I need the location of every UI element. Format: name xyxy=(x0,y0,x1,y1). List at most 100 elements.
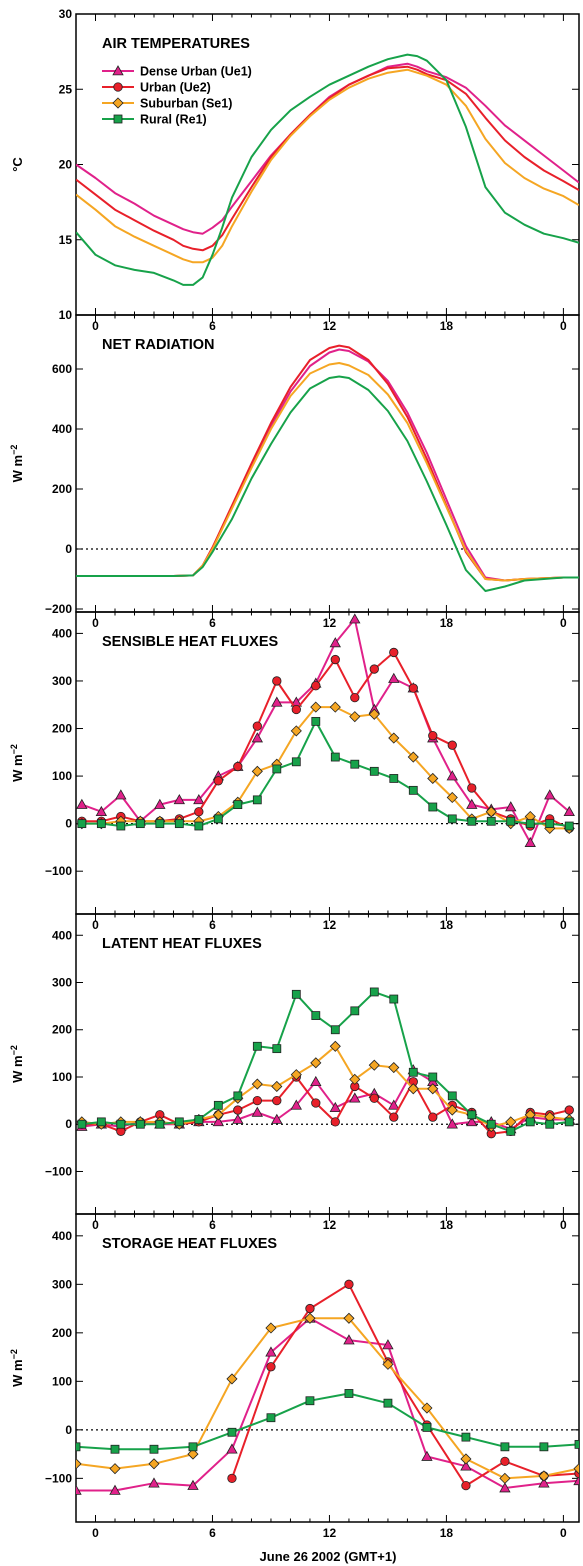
y-tick-label: 300 xyxy=(52,1277,72,1291)
x-tick-label: 0 xyxy=(92,1218,99,1232)
data-point-rural-re1 xyxy=(213,814,223,824)
data-point-rural-re1 xyxy=(135,819,145,829)
data-point-dense-urban-ue1 xyxy=(563,805,575,817)
legend-marker xyxy=(113,82,123,92)
data-point-suburban-se1 xyxy=(304,1312,316,1324)
y-tick-label: 300 xyxy=(52,976,72,990)
data-point-suburban-se1 xyxy=(265,1322,277,1334)
data-point-suburban-se1 xyxy=(329,701,341,713)
x-tick-label: 0 xyxy=(92,918,99,932)
data-point-rural-re1 xyxy=(272,1044,282,1054)
data-point-urban-ue2 xyxy=(369,664,379,674)
data-point-rural-re1 xyxy=(539,1442,549,1452)
y-tick-label: 200 xyxy=(52,1023,72,1037)
data-point-rural-re1 xyxy=(545,1119,555,1129)
data-point-dense-urban-ue1 xyxy=(212,1116,225,1127)
x-tick-label: 12 xyxy=(323,1526,337,1540)
data-point-rural-re1 xyxy=(564,1117,574,1127)
y-tick-label: 600 xyxy=(52,362,72,376)
data-point-urban-ue2 xyxy=(369,1093,379,1103)
data-point-rural-re1 xyxy=(252,1041,262,1051)
data-point-dense-urban-ue1 xyxy=(446,1118,458,1129)
y-axis-label: W m−2 xyxy=(9,445,25,483)
y-axis-label: W m−2 xyxy=(9,1045,25,1083)
data-point-suburban-se1 xyxy=(251,765,263,777)
data-point-dense-urban-ue1 xyxy=(187,1479,199,1490)
data-point-rural-re1 xyxy=(213,1100,223,1110)
data-point-rural-re1 xyxy=(500,1442,510,1452)
data-point-urban-ue2 xyxy=(389,1112,399,1122)
data-point-dense-urban-ue1 xyxy=(505,801,517,812)
data-point-rural-re1 xyxy=(447,1091,457,1101)
data-point-rural-re1 xyxy=(344,1389,354,1398)
panel-latent-heat-fluxes: 0 6 12 18 0 −100 0 100 200 300 400 W m−2 LATENT HEAT… xyxy=(9,913,580,1232)
y-tick-label: 0 xyxy=(65,817,72,831)
data-point-rural-re1 xyxy=(461,1432,471,1442)
y-tick-label: 100 xyxy=(52,769,72,783)
data-point-suburban-se1 xyxy=(290,725,302,737)
data-point-suburban-se1 xyxy=(573,1463,579,1475)
data-point-rural-re1 xyxy=(447,814,457,824)
data-point-rural-re1 xyxy=(233,1091,243,1101)
plot-frame xyxy=(75,13,580,316)
data-point-urban-ue2 xyxy=(252,1095,262,1106)
data-point-suburban-se1 xyxy=(446,1104,458,1116)
data-point-rural-re1 xyxy=(428,802,438,812)
legend-item-dense-urban-ue1: Dense Urban (Ue1) xyxy=(102,65,252,79)
data-point-dense-urban-ue1 xyxy=(388,672,400,683)
data-point-suburban-se1 xyxy=(427,772,439,785)
y-tick-label: 300 xyxy=(52,674,72,688)
data-point-rural-re1 xyxy=(408,1067,418,1077)
data-point-rural-re1 xyxy=(194,821,204,831)
data-point-suburban-se1 xyxy=(388,732,400,744)
y-tick-label: 0 xyxy=(65,1423,72,1437)
series-line-dense-urban-ue1 xyxy=(76,1317,579,1492)
series-line-rural-re1 xyxy=(76,53,579,286)
data-point-dense-urban-ue1 xyxy=(343,1334,355,1345)
x-axis-label: June 26 2002 (GMT+1) xyxy=(260,1549,397,1564)
x-tick-label: 0 xyxy=(560,319,567,333)
data-point-dense-urban-ue1 xyxy=(421,1450,433,1461)
data-point-dense-urban-ue1 xyxy=(95,805,108,817)
y-axis-label-exponent: −2 xyxy=(9,1349,19,1359)
data-point-rural-re1 xyxy=(291,757,301,767)
data-point-urban-ue2 xyxy=(408,683,418,693)
data-point-urban-ue2 xyxy=(311,681,321,691)
y-axis-label: W m−2 xyxy=(9,1349,25,1387)
data-point-dense-urban-ue1 xyxy=(310,1075,322,1087)
data-point-dense-urban-ue1 xyxy=(460,1460,472,1471)
data-point-rural-re1 xyxy=(408,785,418,795)
x-tick-label: 0 xyxy=(92,616,99,630)
data-point-rural-re1 xyxy=(96,1117,106,1127)
legend: Dense Urban (Ue1) Urban (Ue2) Suburban (Se… xyxy=(102,65,252,127)
series-line-rural-re1 xyxy=(81,720,570,827)
data-point-rural-re1 xyxy=(389,774,399,783)
y-tick-label: −100 xyxy=(45,1471,72,1485)
legend-label: Urban (Ue2) xyxy=(140,81,211,95)
y-tick-label: 0 xyxy=(65,1117,72,1131)
data-point-dense-urban-ue1 xyxy=(329,637,341,648)
series-line-rural-re1 xyxy=(76,1392,579,1451)
plot-frame xyxy=(75,913,580,1215)
data-point-suburban-se1 xyxy=(251,1078,263,1090)
data-point-urban-ue2 xyxy=(272,676,282,686)
x-tick-label: 6 xyxy=(209,616,216,630)
data-point-rural-re1 xyxy=(525,1117,535,1127)
data-point-dense-urban-ue1 xyxy=(544,789,556,800)
data-point-dense-urban-ue1 xyxy=(573,1474,579,1486)
x-tick-label: 6 xyxy=(209,319,216,333)
data-point-rural-re1 xyxy=(506,1126,516,1136)
data-point-urban-ue2 xyxy=(350,692,360,703)
data-point-dense-urban-ue1 xyxy=(524,836,536,847)
data-point-dense-urban-ue1 xyxy=(466,798,478,809)
x-tick-label: 12 xyxy=(323,918,337,932)
x-tick-label: 0 xyxy=(92,319,99,333)
data-point-rural-re1 xyxy=(116,1119,126,1129)
data-point-suburban-se1 xyxy=(407,751,419,763)
y-tick-label: 25 xyxy=(59,82,73,96)
data-point-urban-ue2 xyxy=(344,1279,354,1289)
data-point-dense-urban-ue1 xyxy=(388,1099,400,1110)
data-point-dense-urban-ue1 xyxy=(148,1477,160,1488)
